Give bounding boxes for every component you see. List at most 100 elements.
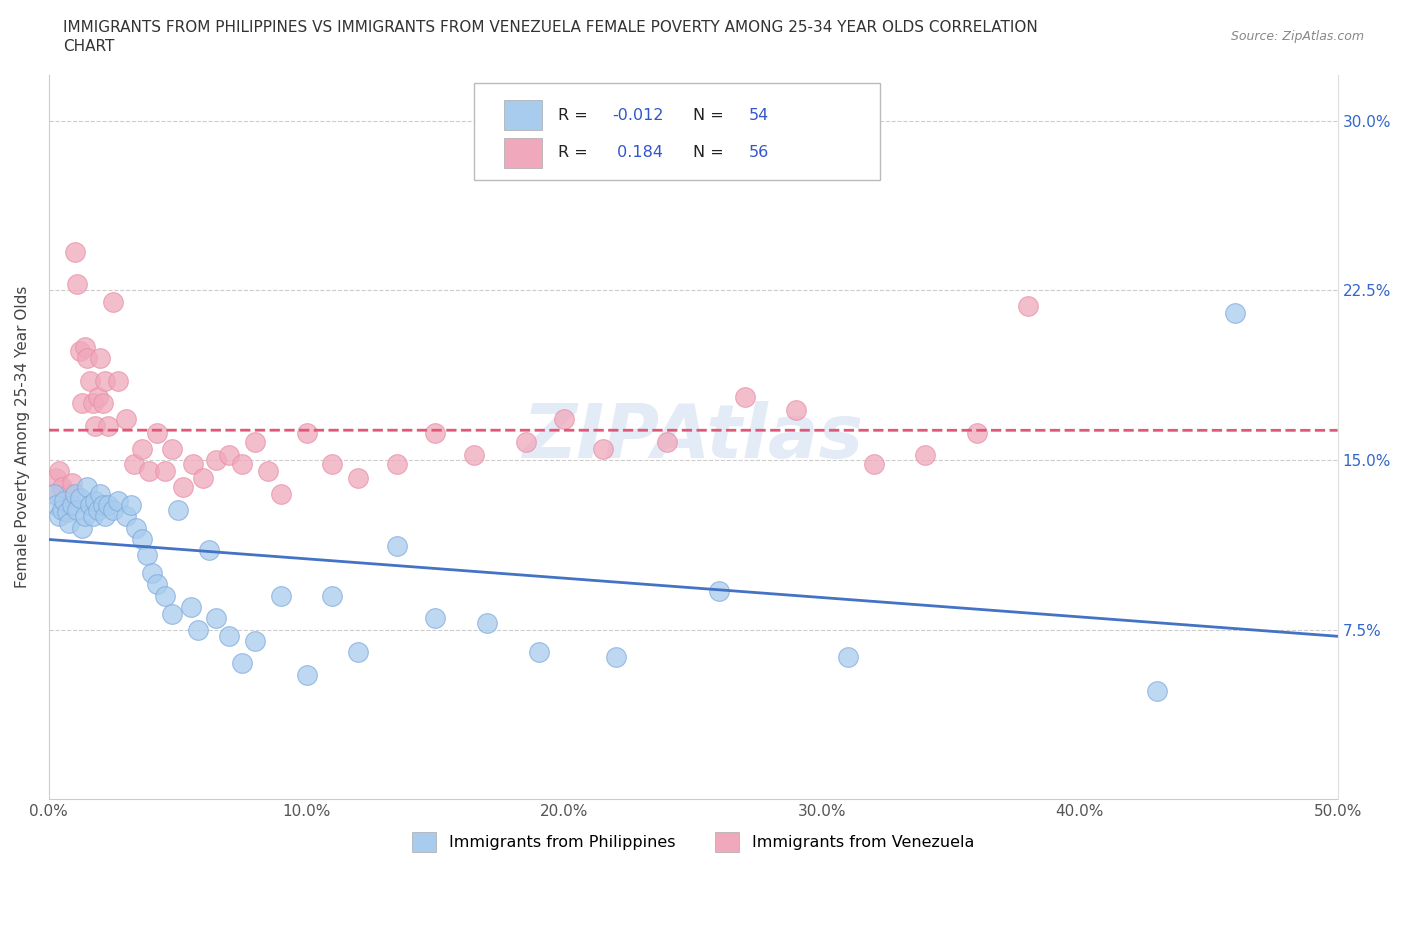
Point [94, 373, 117, 388]
Point [69, 344, 91, 359]
Point [146, 425, 169, 440]
Text: N =: N = [693, 145, 730, 160]
Point [243, 633, 266, 648]
Point [425, 425, 447, 440]
Point [270, 588, 292, 603]
Point [76, 351, 98, 365]
Point [79, 373, 101, 388]
Point [463, 448, 485, 463]
Point [66, 276, 89, 291]
Point [295, 668, 318, 683]
Point [475, 616, 498, 631]
Point [347, 471, 370, 485]
Point [97, 498, 120, 512]
Text: 0.184: 0.184 [612, 145, 664, 160]
Point [162, 606, 184, 621]
Point [135, 548, 157, 563]
Point [295, 425, 318, 440]
Point [131, 441, 153, 456]
Point [205, 611, 228, 626]
Point [91, 498, 114, 512]
Point [187, 622, 209, 637]
Point [141, 565, 163, 580]
Point [115, 509, 138, 524]
Point [73, 339, 96, 354]
Point [527, 644, 550, 659]
Point [515, 434, 537, 449]
Point [107, 373, 129, 388]
Point [257, 464, 280, 479]
Legend: Immigrants from Philippines, Immigrants from Venezuela: Immigrants from Philippines, Immigrants … [404, 825, 983, 860]
Point [56, 502, 79, 517]
Point [53, 498, 76, 512]
Point [153, 464, 176, 479]
Point [172, 480, 194, 495]
Point [103, 502, 125, 517]
Point [82, 396, 104, 411]
Point [966, 425, 988, 440]
Point [53, 493, 76, 508]
Point [72, 396, 94, 411]
Point [205, 453, 228, 468]
Point [51, 502, 73, 517]
Point [94, 509, 117, 524]
Point [347, 644, 370, 659]
Point [63, 245, 86, 259]
Point [91, 396, 114, 411]
Point [592, 441, 614, 456]
Point [707, 584, 730, 599]
Point [193, 471, 215, 485]
Point [84, 493, 107, 508]
Point [60, 498, 83, 512]
Point [60, 475, 83, 490]
Y-axis label: Female Poverty Among 25-34 Year Olds: Female Poverty Among 25-34 Year Olds [15, 286, 30, 589]
Point [42, 486, 65, 501]
Point [837, 649, 859, 664]
Point [218, 448, 240, 463]
Point [87, 502, 110, 517]
Point [45, 498, 67, 512]
Point [63, 486, 86, 501]
Point [385, 457, 408, 472]
Point [166, 502, 188, 517]
Point [1223, 305, 1246, 320]
Point [131, 532, 153, 547]
Point [1017, 299, 1039, 313]
Point [66, 502, 89, 517]
FancyBboxPatch shape [474, 83, 880, 180]
Point [1146, 684, 1168, 698]
Point [138, 464, 160, 479]
Point [58, 486, 80, 501]
Point [605, 649, 627, 664]
Text: IMMIGRANTS FROM PHILIPPINES VS IMMIGRANTS FROM VENEZUELA FEMALE POVERTY AMONG 25: IMMIGRANTS FROM PHILIPPINES VS IMMIGRANT… [63, 20, 1038, 35]
Point [553, 412, 575, 427]
Point [180, 600, 202, 615]
Text: N =: N = [693, 108, 730, 123]
Point [146, 577, 169, 591]
Point [197, 543, 219, 558]
Point [243, 434, 266, 449]
Point [231, 457, 253, 472]
Point [79, 498, 101, 512]
Point [125, 520, 148, 535]
Point [107, 493, 129, 508]
Text: 54: 54 [748, 108, 769, 123]
Point [97, 418, 120, 433]
Point [122, 457, 145, 472]
Point [48, 509, 70, 524]
Point [51, 480, 73, 495]
Point [321, 457, 343, 472]
Text: R =: R = [558, 108, 593, 123]
Point [153, 588, 176, 603]
Point [84, 418, 107, 433]
Point [734, 389, 756, 404]
Point [181, 457, 204, 472]
Point [218, 629, 240, 644]
Point [82, 509, 104, 524]
Point [56, 504, 79, 519]
Point [231, 656, 253, 671]
Point [321, 588, 343, 603]
Point [87, 389, 110, 404]
Point [657, 434, 679, 449]
Text: Source: ZipAtlas.com: Source: ZipAtlas.com [1230, 30, 1364, 43]
